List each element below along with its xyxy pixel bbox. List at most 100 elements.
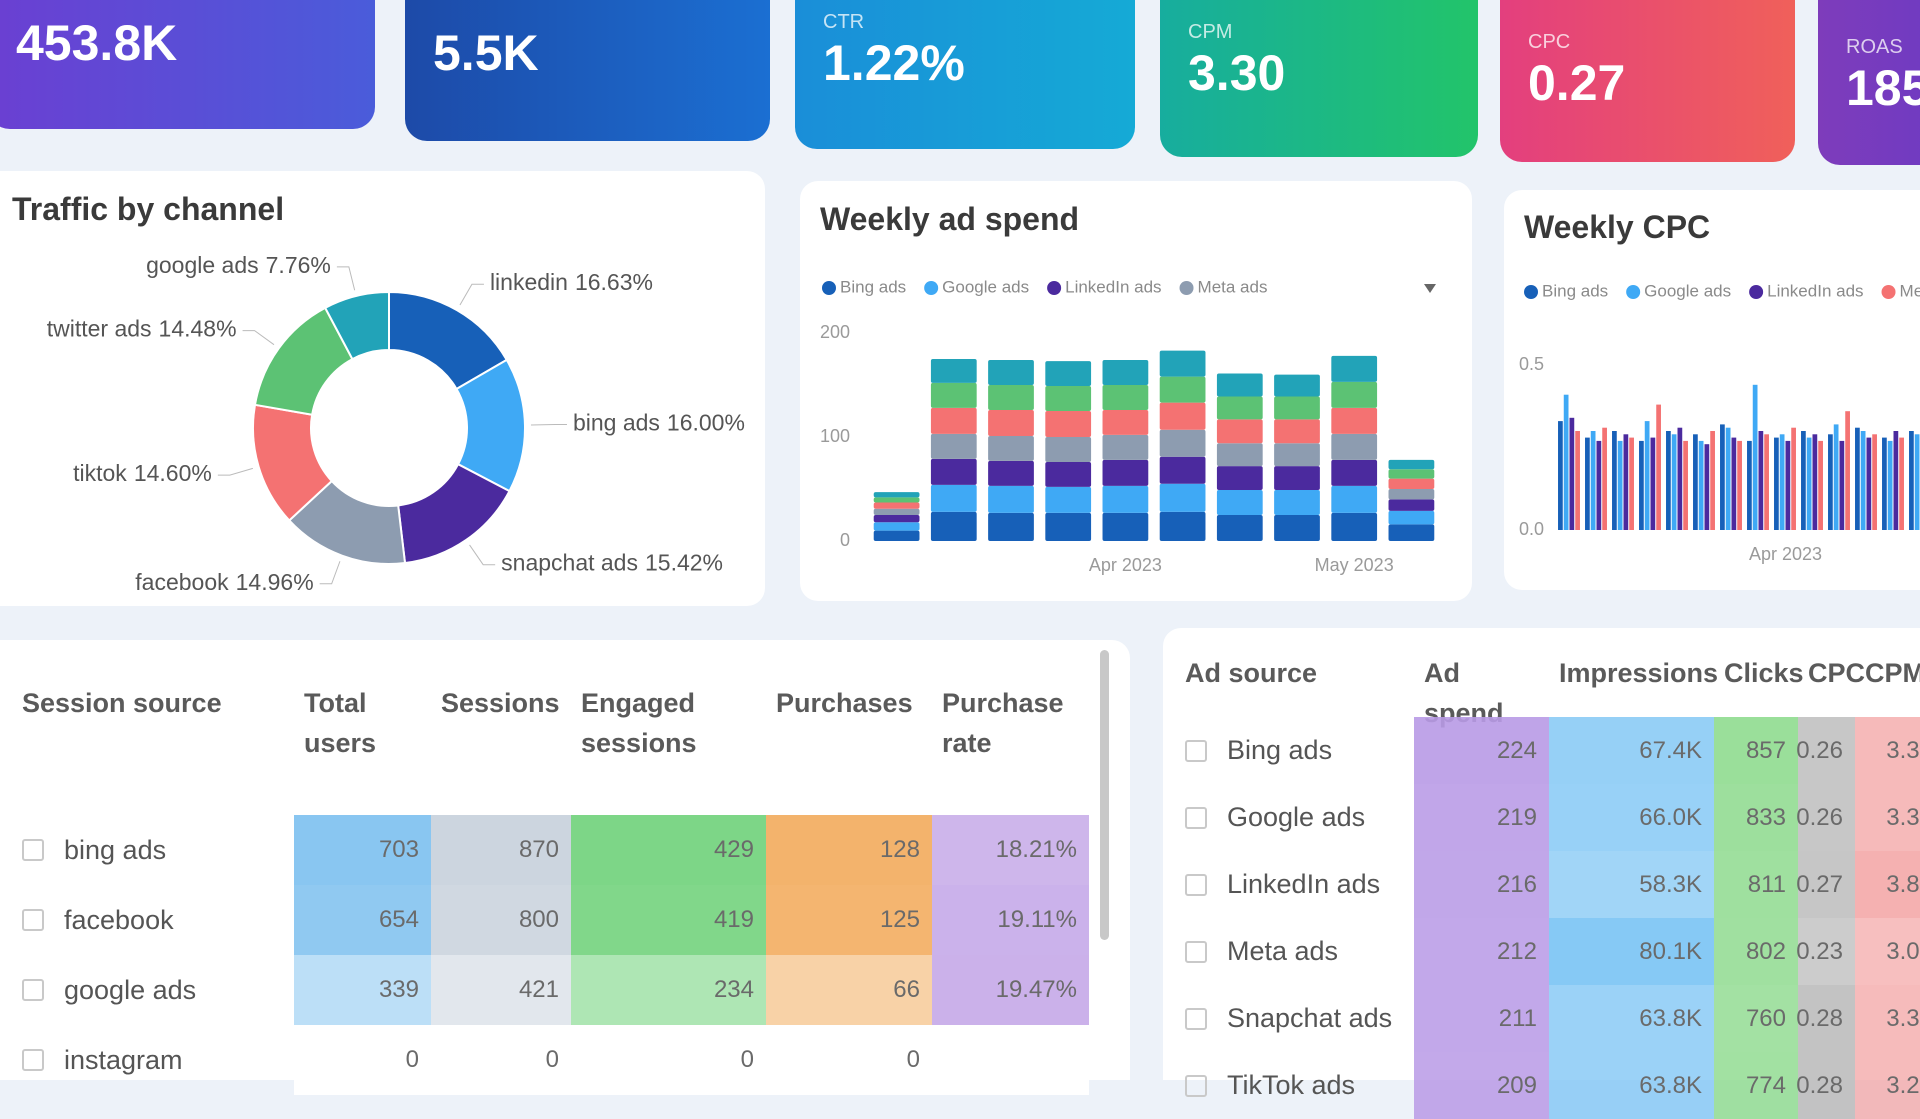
value-label: 16.63% bbox=[575, 269, 653, 295]
bar-segment bbox=[1159, 402, 1206, 430]
legend-label: Meta ads bbox=[1900, 281, 1920, 300]
bar-segment bbox=[1388, 469, 1435, 479]
checkbox[interactable] bbox=[1185, 1074, 1207, 1097]
table-cell: 857 bbox=[1714, 717, 1798, 784]
column-header: Sessions bbox=[441, 688, 560, 718]
checkbox[interactable] bbox=[1185, 940, 1207, 963]
table-cell: 66 bbox=[766, 955, 932, 1025]
row-header-cell: Meta ads bbox=[1163, 918, 1414, 985]
bar-segment bbox=[1045, 361, 1092, 387]
row-label: bing ads bbox=[64, 834, 167, 865]
table-cell: 419 bbox=[571, 885, 766, 955]
column-header: Session source bbox=[22, 688, 222, 718]
bar-segment bbox=[1331, 485, 1378, 513]
bar-segment bbox=[1274, 374, 1320, 397]
bar-segment bbox=[1216, 373, 1263, 397]
bar-segment bbox=[1102, 385, 1149, 410]
column-header: Ad source bbox=[1185, 658, 1318, 688]
chart-title: Weekly ad spend bbox=[820, 201, 1079, 237]
checkbox[interactable] bbox=[22, 979, 44, 1001]
bar bbox=[1575, 431, 1580, 530]
table-row: google ads 339 421 234 66 19.47% bbox=[0, 955, 1089, 1025]
bar-segment bbox=[873, 497, 920, 503]
kpi-label: CPC bbox=[1528, 31, 1570, 53]
bar bbox=[1731, 437, 1737, 530]
value-label: 16.00% bbox=[667, 410, 745, 436]
legend-label: Bing ads bbox=[840, 277, 906, 296]
bar bbox=[1779, 434, 1785, 530]
legend-label: LinkedIn ads bbox=[1065, 277, 1161, 296]
checkbox[interactable] bbox=[22, 1049, 44, 1071]
donut-label: tiktok 14.60% bbox=[73, 460, 212, 486]
bar bbox=[1860, 431, 1866, 530]
table-cell: 429 bbox=[571, 815, 766, 885]
table-cell: 654 bbox=[294, 885, 431, 955]
bar-segment bbox=[930, 407, 977, 434]
bar bbox=[1893, 431, 1899, 530]
bar bbox=[1833, 424, 1839, 530]
bar-segment bbox=[873, 502, 920, 509]
checkbox[interactable] bbox=[1185, 1007, 1207, 1030]
legend-swatch bbox=[1524, 285, 1538, 299]
bar-segment bbox=[1045, 512, 1092, 541]
bar bbox=[1866, 437, 1872, 530]
bar-segment bbox=[988, 360, 1034, 385]
bar-segment bbox=[988, 435, 1034, 461]
bar bbox=[1812, 434, 1818, 530]
bar-segment bbox=[1102, 360, 1149, 385]
bar bbox=[1656, 404, 1661, 530]
table-cell: 3.86 bbox=[1855, 851, 1920, 918]
row-header-cell: TikTok ads bbox=[1163, 1052, 1414, 1119]
checkbox[interactable] bbox=[22, 839, 44, 861]
table-cell: 3.32 bbox=[1855, 717, 1920, 784]
x-tick-label: Apr 2023 bbox=[1089, 555, 1162, 575]
table-row: facebook 654 800 419 125 19.11% bbox=[0, 885, 1089, 955]
row-header-cell: Google ads bbox=[1163, 784, 1414, 851]
legend-label: Google ads bbox=[1644, 281, 1731, 300]
leader-line bbox=[469, 544, 496, 566]
checkbox[interactable] bbox=[1185, 873, 1207, 896]
bar-segment bbox=[1102, 459, 1149, 486]
bar bbox=[1791, 427, 1796, 530]
table-cell bbox=[932, 1025, 1089, 1095]
bar bbox=[1801, 431, 1806, 530]
row-header-cell: Bing ads bbox=[1163, 717, 1414, 784]
donut-label: linkedin 16.63% bbox=[490, 269, 653, 295]
checkbox[interactable] bbox=[1185, 739, 1207, 762]
row-label: Bing ads bbox=[1227, 735, 1333, 765]
bar-segment bbox=[1274, 396, 1320, 420]
checkbox[interactable] bbox=[1185, 806, 1207, 829]
bar bbox=[1764, 434, 1769, 530]
table-cell: 339 bbox=[294, 955, 431, 1025]
table-cell: 80.1K bbox=[1549, 918, 1714, 985]
table-cell: 870 bbox=[431, 815, 571, 885]
kpi-label: CTR bbox=[823, 11, 864, 33]
bar bbox=[1558, 421, 1563, 530]
header-row: Ad source Ad spend Impressions Clicks CPC CPM bbox=[1163, 631, 1920, 728]
checkbox[interactable] bbox=[22, 909, 44, 931]
table-cell: 125 bbox=[766, 885, 932, 955]
bar bbox=[1704, 444, 1710, 530]
category-label: google ads bbox=[146, 252, 259, 278]
table-cell: 63.8K bbox=[1549, 985, 1714, 1052]
kpi-value: 3.30 bbox=[1188, 45, 1285, 101]
bar-segment bbox=[988, 409, 1034, 436]
legend-more-arrow[interactable] bbox=[1424, 284, 1436, 293]
kpi-card bbox=[1160, 0, 1478, 157]
scrollbar[interactable] bbox=[1100, 650, 1109, 940]
table-cell: 0.28 bbox=[1796, 1052, 1855, 1119]
bar-segment bbox=[1331, 459, 1378, 486]
bar bbox=[1623, 434, 1629, 530]
row-label: google ads bbox=[64, 974, 197, 1005]
bar-segment bbox=[873, 530, 920, 541]
bar bbox=[1752, 384, 1758, 530]
value-label: 15.42% bbox=[645, 550, 723, 576]
bar bbox=[1629, 437, 1634, 530]
kpi-value: 1.22% bbox=[823, 35, 965, 91]
bar bbox=[1737, 440, 1742, 530]
bar bbox=[1602, 427, 1607, 530]
category-label: twitter ads bbox=[47, 316, 152, 342]
table-cell: 211 bbox=[1414, 985, 1549, 1052]
